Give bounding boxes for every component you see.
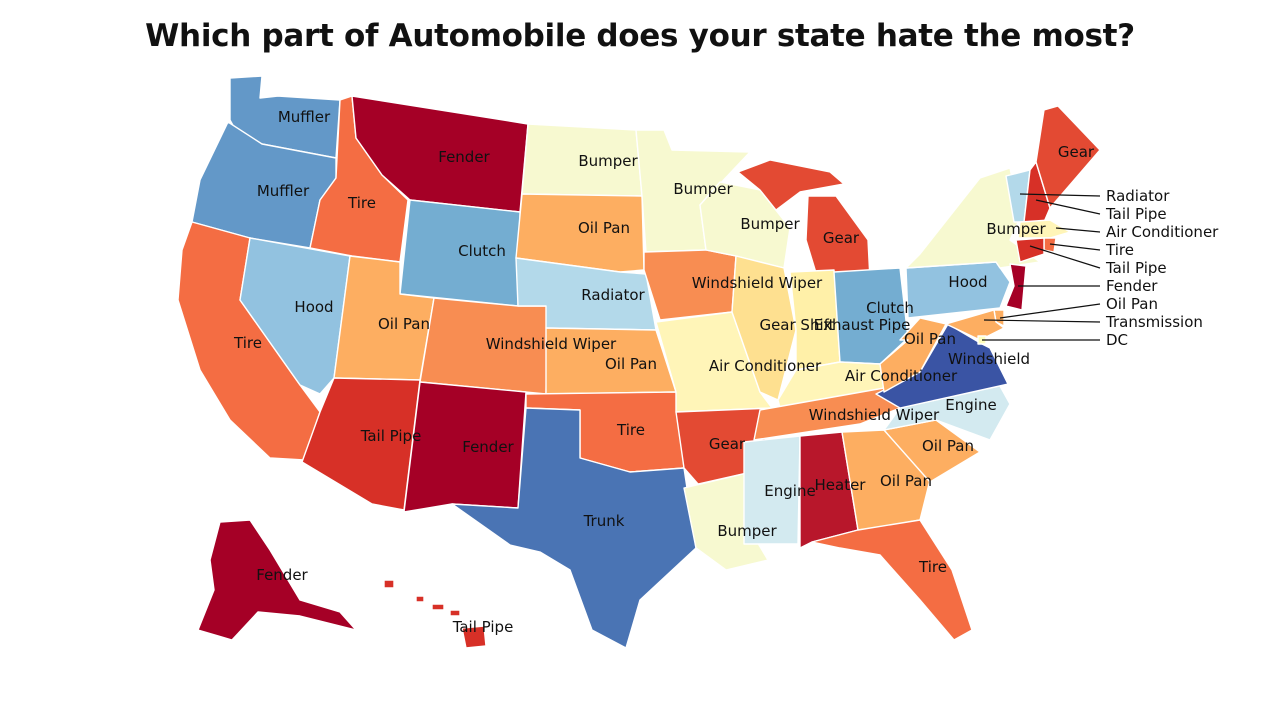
state-ct bbox=[1015, 237, 1045, 263]
state-label-nd: Bumper bbox=[578, 152, 638, 170]
state-oh bbox=[833, 267, 909, 365]
state-label-ne: Radiator bbox=[581, 286, 645, 304]
state-wv bbox=[879, 317, 947, 393]
state-label-mo: Air Conditioner bbox=[709, 357, 822, 375]
state-label-in: Exhaust Pipe bbox=[814, 316, 911, 334]
callout-line-md bbox=[983, 319, 1101, 323]
state-label-nc: Engine bbox=[945, 396, 996, 414]
state-me bbox=[1035, 105, 1101, 209]
state-md bbox=[945, 309, 1005, 341]
state-label-mi: Gear bbox=[823, 229, 860, 247]
state-wi bbox=[699, 181, 791, 269]
state-hi bbox=[383, 579, 487, 649]
state-label-ca: Tire bbox=[233, 334, 262, 352]
callout-line-ma bbox=[1055, 227, 1101, 233]
state-label-wv: Oil Pan bbox=[904, 330, 956, 348]
callout-line-de bbox=[999, 303, 1101, 319]
state-label-tn: Windshield Wiper bbox=[809, 406, 940, 424]
state-label-hi: Tail Pipe bbox=[452, 618, 514, 636]
state-ak bbox=[197, 519, 357, 641]
state-label-va: Windshield bbox=[948, 350, 1030, 368]
callout-label-ri: Tire bbox=[1105, 241, 1134, 259]
state-label-az: Tail Pipe bbox=[360, 427, 422, 445]
callout-label-dc: DC bbox=[1106, 331, 1128, 349]
state-label-la: Bumper bbox=[717, 522, 777, 540]
state-label-il: Gear Shift bbox=[759, 316, 834, 334]
state-label-ks: Oil Pan bbox=[605, 355, 657, 373]
states-layer bbox=[177, 75, 1101, 649]
state-label-mn: Bumper bbox=[673, 180, 733, 198]
state-label-ia: Windshield Wiper bbox=[692, 274, 823, 292]
callout-label-md: Transmission bbox=[1105, 313, 1203, 331]
state-label-me: Gear bbox=[1058, 143, 1095, 161]
callout-label-nh: Tail Pipe bbox=[1105, 205, 1167, 223]
callout-line-ct bbox=[1029, 245, 1101, 269]
state-nj bbox=[1005, 263, 1027, 311]
state-label-wa: Muffler bbox=[278, 108, 331, 126]
state-label-pa: Hood bbox=[948, 273, 987, 291]
state-label-al: Heater bbox=[815, 476, 867, 494]
state-label-tx: Trunk bbox=[583, 512, 625, 530]
state-label-ms: Engine bbox=[764, 482, 815, 500]
callout-label-vt: Radiator bbox=[1106, 187, 1170, 205]
state-label-ar: Gear bbox=[709, 435, 746, 453]
state-ms bbox=[743, 435, 801, 545]
state-label-mt: Fender bbox=[438, 148, 490, 166]
callout-label-de: Oil Pan bbox=[1106, 295, 1158, 313]
state-nh bbox=[1023, 161, 1051, 223]
state-label-nm: Fender bbox=[462, 438, 514, 456]
state-label-ok: Tire bbox=[616, 421, 645, 439]
state-label-fl: Tire bbox=[918, 558, 947, 576]
state-ma bbox=[1017, 219, 1071, 239]
state-label-sd: Oil Pan bbox=[578, 219, 630, 237]
state-label-nv: Hood bbox=[294, 298, 333, 316]
state-label-id: Tire bbox=[347, 194, 376, 212]
state-sd bbox=[515, 193, 645, 273]
state-label-oh: Clutch bbox=[866, 299, 914, 317]
state-label-ak: Fender bbox=[256, 566, 308, 584]
callout-line-vt bbox=[1019, 193, 1101, 197]
labels-layer: Muffler Muffler Tire Tire Hood Fender Clutch Oi… bbox=[233, 108, 1095, 636]
state-label-sc: Oil Pan bbox=[922, 437, 974, 455]
state-fl bbox=[811, 519, 973, 641]
state-label-ut: Oil Pan bbox=[378, 315, 430, 333]
callout-line-ri bbox=[1049, 243, 1101, 251]
state-label-or: Muffler bbox=[257, 182, 310, 200]
page-title: Which part of Automobile does your state… bbox=[145, 18, 1135, 54]
state-label-ga: Oil Pan bbox=[880, 472, 932, 490]
callout-label-ct: Tail Pipe bbox=[1105, 259, 1167, 277]
callout-label-ma: Air Conditioner bbox=[1106, 223, 1219, 241]
callout-label-nj: Fender bbox=[1106, 277, 1158, 295]
state-label-wy: Clutch bbox=[458, 242, 506, 260]
state-label-co: Windshield Wiper bbox=[486, 335, 617, 353]
state-label-ny: Bumper bbox=[986, 220, 1046, 238]
state-label-ky: Air Conditioner bbox=[845, 367, 958, 385]
state-tx bbox=[451, 407, 697, 649]
state-label-wi: Bumper bbox=[740, 215, 800, 233]
callout-line-nh bbox=[1035, 199, 1101, 215]
